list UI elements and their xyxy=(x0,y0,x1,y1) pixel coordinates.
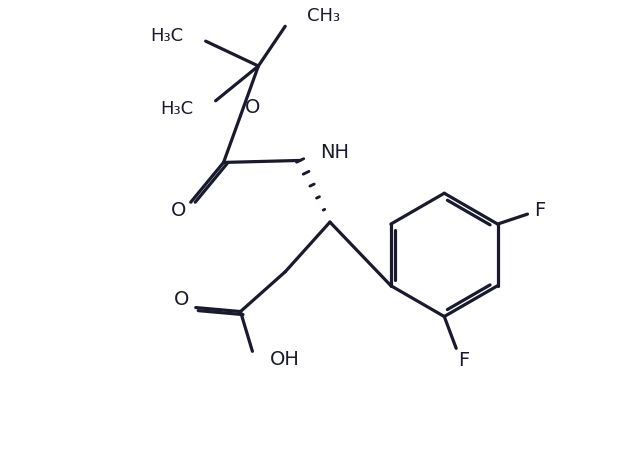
Text: O: O xyxy=(171,201,186,219)
Text: F: F xyxy=(458,351,470,370)
Text: O: O xyxy=(244,98,260,117)
Text: CH₃: CH₃ xyxy=(307,8,340,25)
Text: F: F xyxy=(534,201,545,219)
Text: OH: OH xyxy=(270,350,300,369)
Text: NH: NH xyxy=(320,143,349,162)
Text: O: O xyxy=(174,290,189,309)
Text: H₃C: H₃C xyxy=(150,27,184,45)
Text: H₃C: H₃C xyxy=(161,100,194,118)
